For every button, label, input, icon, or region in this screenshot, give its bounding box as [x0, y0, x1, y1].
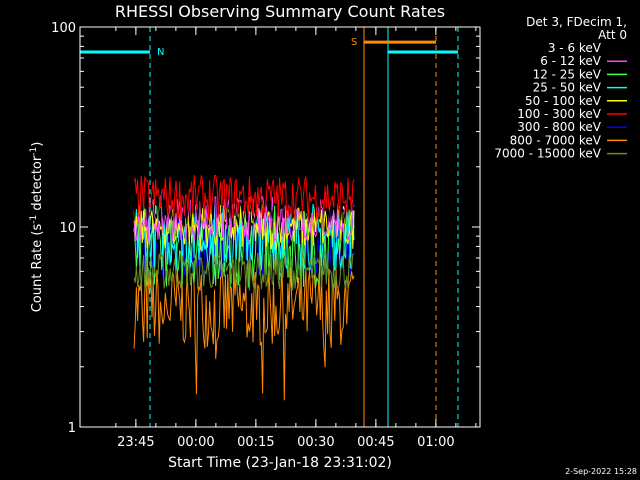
footer-date: 2-Sep-2022 15:28: [565, 467, 637, 476]
flag-label: S: [351, 37, 357, 48]
axis-layer: 23:45 00:00 00:15 00:30 00:45 01:00 1 10 100: [51, 21, 480, 450]
legend-label: 6 - 12 keV: [540, 54, 602, 68]
x-tick-label: 00:45: [357, 435, 394, 450]
legend-label: 800 - 7000 keV: [510, 133, 602, 147]
legend-label: 25 - 50 keV: [533, 81, 602, 95]
x-tick-label: 00:00: [177, 435, 214, 450]
legend-label: 100 - 300 keV: [517, 107, 601, 121]
x-tick-label: 23:45: [117, 435, 154, 450]
chart-title: RHESSI Observing Summary Count Rates: [115, 2, 445, 21]
legend-header-line-2: Att 0: [598, 28, 627, 42]
series-line: [133, 181, 355, 228]
legend-label: 12 - 25 keV: [533, 67, 602, 81]
legend-label: 7000 - 15000 keV: [494, 147, 601, 161]
x-tick-label: 01:00: [417, 435, 454, 450]
x-axis-label: Start Time (23-Jan-18 23:31:02): [168, 455, 392, 471]
series-layer: [133, 174, 355, 401]
legend-label: 300 - 800 keV: [517, 120, 601, 134]
legend-label: 50 - 100 keV: [525, 94, 602, 108]
series-line: [133, 174, 355, 221]
y-tick-label: 1: [68, 421, 76, 436]
legend-label: 3 - 6 keV: [548, 41, 602, 55]
x-tick-label: 00:30: [297, 435, 334, 450]
flag-label: N: [157, 47, 164, 58]
y-tick-label: 10: [59, 221, 76, 236]
y-axis-label: Count Rate (s-1 detector-1): [29, 142, 45, 313]
x-tick-label: 00:15: [237, 435, 274, 450]
series-line: [133, 264, 355, 401]
y-tick-label: 100: [51, 21, 76, 36]
series-line: [133, 251, 355, 291]
legend-header-line-1: Det 3, FDecim 1,: [526, 15, 627, 29]
